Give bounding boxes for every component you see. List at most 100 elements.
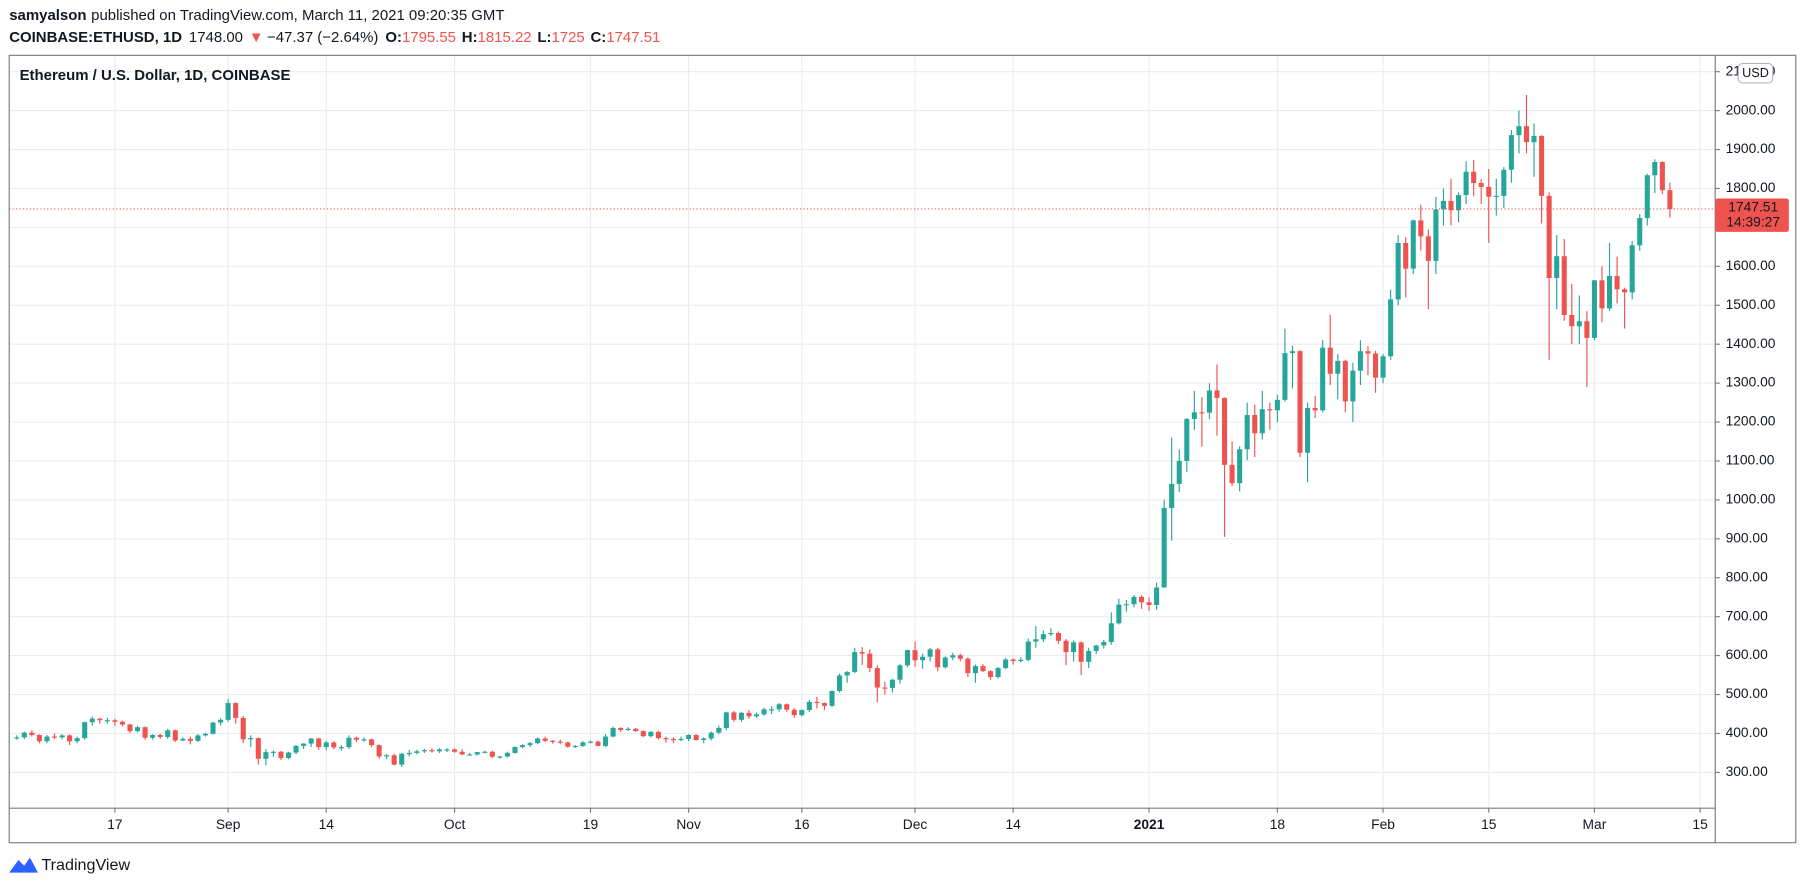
candle-body	[195, 735, 201, 741]
candle-body	[1561, 256, 1567, 315]
candle-body	[1388, 299, 1394, 357]
candle-body	[1456, 195, 1462, 211]
x-tick-label: Mar	[1583, 816, 1607, 832]
candle-body	[421, 750, 427, 752]
candle-body	[157, 735, 163, 737]
candle-body	[1546, 195, 1552, 278]
candle-body	[1010, 659, 1016, 662]
y-tick-label: 1800.00	[1726, 179, 1776, 195]
candle-body	[1523, 126, 1530, 143]
candle-body	[1599, 280, 1605, 309]
candle-body	[1297, 351, 1303, 453]
candle-body	[225, 703, 231, 720]
x-tick-label: 16	[794, 816, 810, 832]
candle-body	[655, 731, 661, 739]
candle-body	[1531, 135, 1537, 143]
y-tick-label: 1400.00	[1726, 335, 1776, 351]
candle-body	[844, 671, 850, 676]
candle-body	[663, 738, 669, 740]
candle-body	[1108, 623, 1114, 642]
candle-body	[293, 745, 299, 753]
candle-body	[142, 727, 148, 738]
symbol-line: COINBASE:ETHUSD, 1D 1748.00 ▼ −47.37 (−2.64…	[9, 29, 660, 46]
currency[interactable]: USD	[1742, 66, 1769, 80]
candle-body	[874, 668, 880, 688]
candle-body	[769, 709, 775, 711]
candle-body	[444, 749, 450, 751]
candle-body	[1508, 135, 1514, 170]
chart-title: Ethereum / U.S. Dollar, 1D, COINBASE	[20, 67, 291, 84]
candle-body	[44, 736, 50, 742]
candle-body	[1267, 409, 1273, 411]
y-tick-label: 900.00	[1726, 529, 1769, 545]
candle-body	[467, 754, 473, 756]
candle-body	[535, 738, 541, 744]
candle-body	[67, 735, 73, 742]
countdown: 14:39:27	[1726, 213, 1780, 229]
candle-body	[670, 738, 677, 741]
candle-body	[580, 742, 586, 746]
candle-body	[353, 737, 359, 740]
candle-body	[633, 728, 639, 732]
candle-body	[323, 742, 329, 748]
candle-body	[1131, 596, 1137, 605]
candle-body	[263, 752, 269, 759]
currency-button[interactable]	[1737, 62, 1774, 84]
open-label: O:	[385, 29, 402, 46]
candle-body	[995, 668, 1001, 678]
candle-body	[1169, 483, 1175, 509]
candle-body	[301, 743, 307, 746]
candle-body	[497, 756, 503, 758]
candle-body	[338, 747, 344, 749]
candle-body	[1614, 276, 1620, 290]
y-tick-label: 1900.00	[1726, 140, 1776, 156]
candle-body	[255, 738, 261, 759]
candle-body	[1372, 353, 1379, 378]
candle-body	[1086, 650, 1092, 662]
candle-body	[527, 743, 533, 746]
x-tick-label: Nov	[676, 816, 701, 832]
candle-body	[278, 751, 284, 758]
candle-body	[308, 738, 314, 744]
candle-body	[384, 755, 390, 757]
candle-body	[36, 735, 42, 742]
candle-body	[1486, 186, 1492, 197]
candle-body	[957, 655, 963, 659]
candle-body	[165, 730, 171, 737]
candle-body	[1222, 397, 1228, 465]
y-tick-label: 1000.00	[1726, 491, 1776, 507]
candle-body	[187, 738, 193, 741]
candle-body	[587, 741, 593, 743]
candle-body	[1584, 321, 1590, 338]
candle-body	[693, 735, 699, 741]
candle-body	[550, 740, 556, 742]
candle-body	[791, 709, 797, 716]
candle-body	[972, 666, 978, 674]
candle-body	[1357, 351, 1363, 371]
candle-body	[648, 731, 654, 737]
candle-body	[429, 750, 435, 752]
candle-body	[1463, 171, 1469, 196]
candle-body	[1154, 587, 1160, 605]
candle-body	[852, 652, 858, 672]
candle-body	[1237, 449, 1243, 484]
candle-body	[927, 649, 933, 657]
candle-body	[1667, 190, 1673, 209]
candle-body	[565, 742, 571, 747]
axes: 300.00 400.00 500.00 600.00 700.00 800.00 900.…	[107, 62, 1776, 832]
candle-body	[1123, 604, 1129, 606]
candle-body	[1252, 415, 1258, 434]
candle-body	[399, 753, 405, 765]
y-tick-label: 400.00	[1726, 724, 1769, 740]
y-tick-label: 500.00	[1726, 685, 1769, 701]
candle-body	[285, 752, 292, 758]
candle-body	[618, 727, 624, 730]
y-tick-label: 800.00	[1726, 568, 1769, 584]
candle-body	[738, 712, 744, 720]
candle-body	[210, 722, 216, 734]
candle-body	[572, 745, 578, 748]
candle-body	[1365, 351, 1371, 354]
candle-body	[1644, 175, 1650, 219]
candle-body	[595, 741, 601, 746]
